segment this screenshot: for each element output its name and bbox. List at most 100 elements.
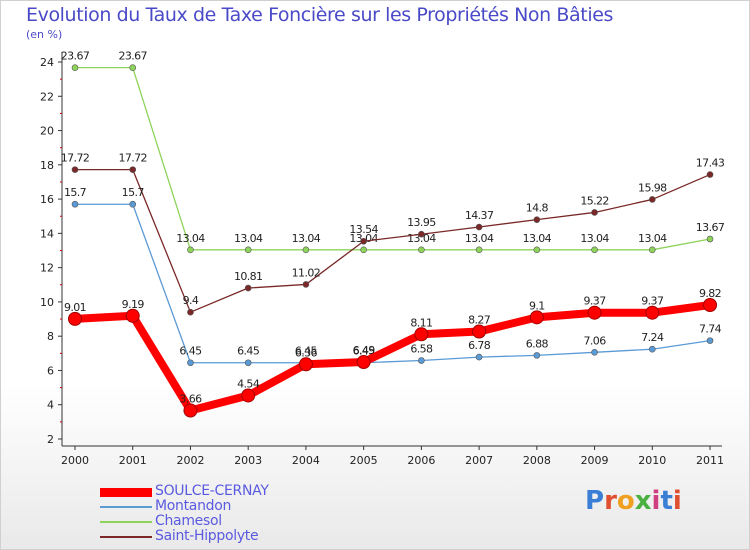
data-label: 6.45 — [353, 345, 376, 358]
data-point — [241, 388, 256, 403]
data-label: 13.54 — [349, 223, 378, 236]
data-label: 7.06 — [584, 334, 607, 347]
data-label: 7.74 — [699, 323, 722, 336]
data-point — [356, 355, 371, 370]
y-tick-label: 14 — [40, 227, 54, 240]
data-point — [187, 308, 194, 316]
y-tick-label: 12 — [40, 262, 54, 275]
data-label: 13.04 — [580, 232, 609, 245]
data-point — [472, 324, 487, 339]
data-point — [648, 246, 656, 254]
y-tick-label: 4 — [47, 399, 54, 412]
series-line-saint-hippolyte — [75, 168, 711, 313]
data-label: 13.04 — [176, 232, 205, 245]
x-tick-label: 2011 — [696, 454, 724, 467]
data-label: 14.8 — [526, 202, 549, 215]
data-point — [125, 308, 140, 323]
y-tick-label: 22 — [40, 90, 54, 103]
data-label: 6.45 — [179, 345, 202, 358]
data-point — [187, 246, 194, 254]
data-label: 9.1 — [529, 299, 545, 312]
data-label: 6.36 — [295, 346, 318, 359]
data-label: 6.45 — [295, 345, 318, 358]
data-label: 15.22 — [580, 194, 609, 207]
legend-swatch — [100, 536, 152, 538]
data-label: 6.49 — [353, 344, 376, 357]
data-point — [71, 200, 79, 208]
data-label: 6.78 — [468, 339, 491, 352]
data-point — [648, 345, 656, 353]
data-point — [183, 403, 198, 418]
legend-label: Saint-Hippolyte — [155, 528, 259, 544]
data-point — [706, 235, 714, 243]
series-line-montandon — [75, 203, 711, 364]
data-point — [475, 223, 483, 231]
data-label: 23.67 — [118, 50, 147, 63]
data-label: 9.82 — [699, 287, 721, 300]
legend-label: SOULCE-CERNAY — [155, 483, 269, 499]
data-label: 11.02 — [292, 266, 321, 279]
x-tick-label: 2003 — [234, 454, 262, 467]
data-point — [475, 353, 483, 361]
data-label: 9.19 — [122, 298, 145, 311]
data-label: 10.81 — [234, 270, 263, 283]
x-tick-label: 2000 — [61, 454, 89, 467]
data-label: 15.7 — [122, 186, 145, 199]
data-point — [129, 166, 137, 173]
data-point — [129, 200, 137, 208]
data-point — [68, 311, 82, 326]
data-point — [591, 348, 598, 356]
data-label: 8.11 — [410, 316, 432, 329]
data-label: 3.66 — [179, 393, 202, 406]
data-point — [418, 246, 425, 254]
data-point — [533, 352, 541, 359]
data-point — [302, 281, 310, 288]
data-label: 13.67 — [696, 221, 725, 234]
data-point — [71, 64, 79, 71]
data-label: 4.54 — [237, 377, 260, 390]
x-tick-label: 2010 — [638, 454, 666, 467]
data-label: 13.04 — [234, 232, 263, 245]
legend-swatch — [100, 521, 152, 523]
data-label: 9.01 — [64, 301, 86, 314]
data-point — [703, 297, 718, 312]
data-label: 13.04 — [523, 232, 552, 245]
x-tick-label: 2006 — [407, 454, 435, 467]
data-label: 8.27 — [468, 314, 491, 327]
data-point — [71, 166, 79, 173]
data-point — [418, 230, 425, 238]
data-point — [414, 327, 429, 342]
legend-label: Montandon — [155, 498, 232, 514]
data-label: 17.72 — [61, 152, 90, 165]
data-label: 15.98 — [638, 181, 667, 194]
data-point — [418, 357, 425, 364]
data-point — [187, 359, 194, 367]
data-label: 13.04 — [465, 232, 494, 245]
series-line-soulce-cernay — [74, 301, 711, 415]
proxiti-logo: Proxiti — [585, 486, 682, 516]
data-label: 14.37 — [465, 209, 494, 222]
x-tick-label: 2001 — [119, 454, 147, 467]
data-point — [648, 196, 656, 203]
data-point — [529, 310, 544, 325]
data-label: 6.88 — [526, 337, 549, 350]
data-point — [302, 246, 310, 254]
data-point — [533, 216, 541, 223]
data-point — [706, 337, 714, 344]
data-point — [645, 305, 660, 320]
y-tick-label: 20 — [40, 125, 54, 138]
data-label: 13.04 — [638, 232, 667, 245]
y-tick-label: 24 — [40, 56, 54, 69]
y-tick-label: 16 — [40, 193, 54, 206]
legend-swatch — [100, 506, 152, 508]
data-point — [360, 237, 367, 245]
data-point — [244, 246, 252, 254]
series-line-chamesol — [75, 67, 711, 251]
x-tick-label: 2002 — [176, 454, 204, 467]
legend-swatch — [100, 487, 152, 497]
legend-label: Chamesol — [155, 513, 222, 529]
data-point — [360, 246, 367, 254]
data-point — [244, 284, 252, 292]
